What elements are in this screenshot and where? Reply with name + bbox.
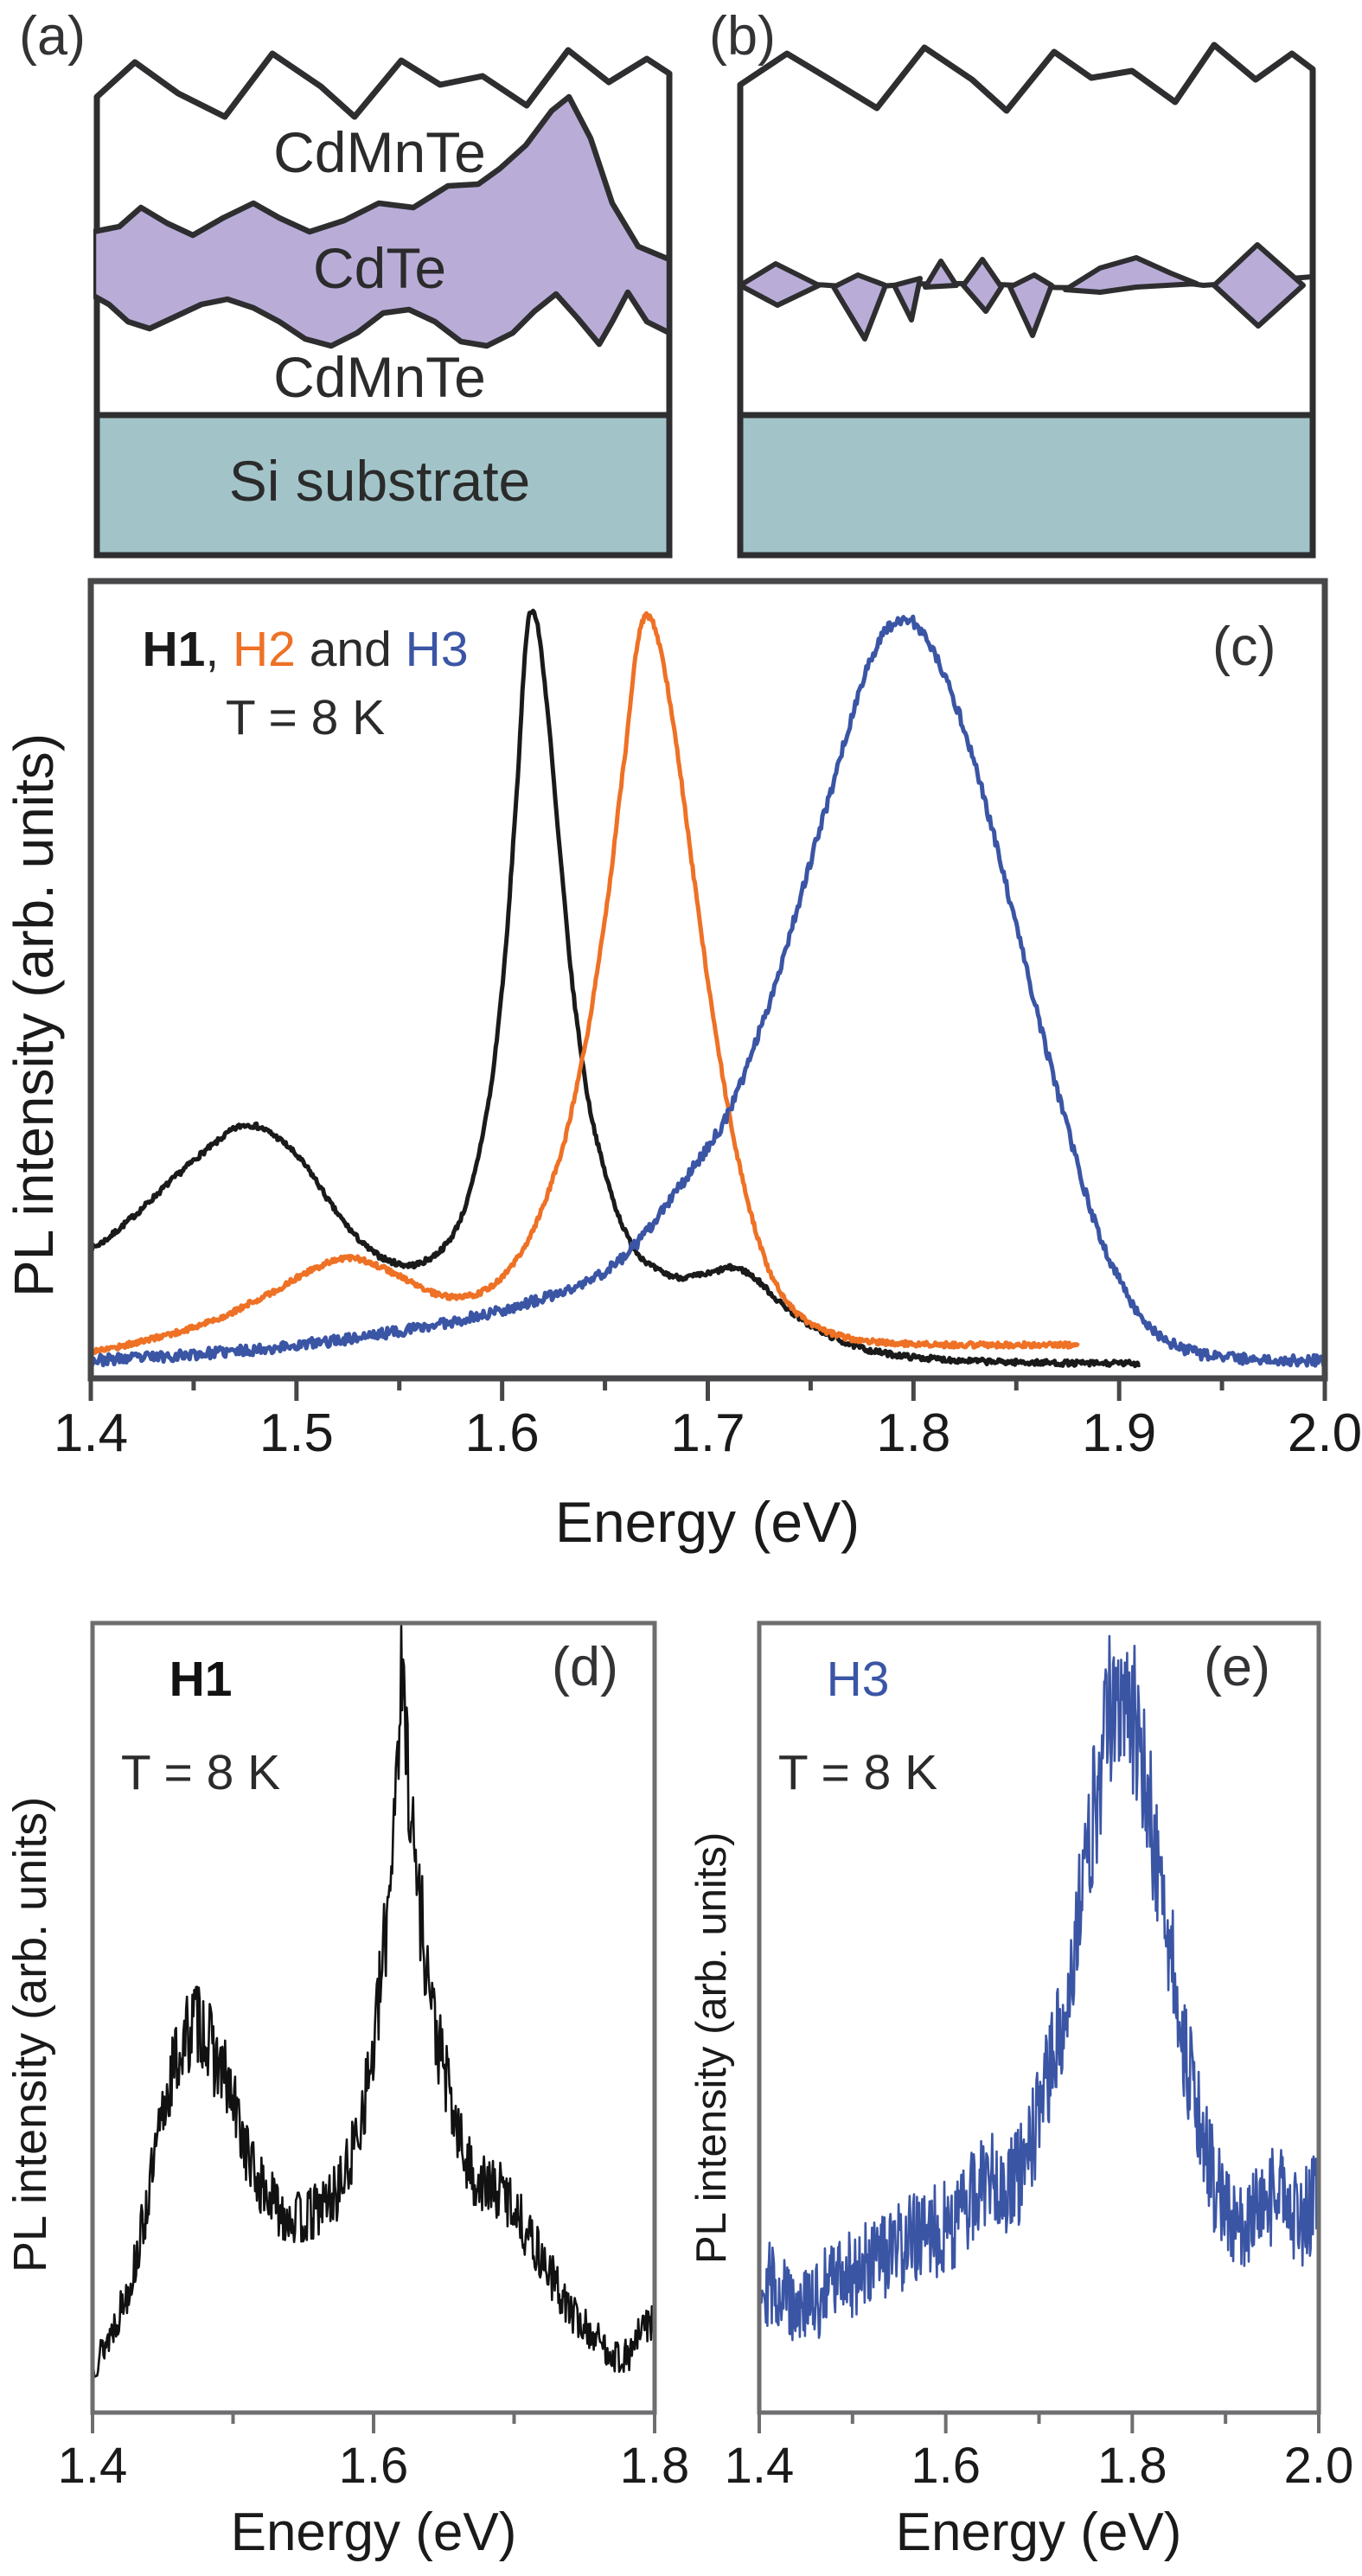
panel-e-label: (e) — [1204, 1637, 1270, 1697]
chart-c-tick-1.9: 1.9 — [1082, 1403, 1157, 1463]
chart-d-tick-1.4: 1.4 — [57, 2438, 128, 2494]
chart-c-tick-2.0: 2.0 — [1287, 1403, 1362, 1463]
chart-e-tick-1.4: 1.4 — [724, 2438, 795, 2494]
chart-c-x-ticks — [88, 1378, 1327, 1401]
schematic-b-box — [737, 42, 1316, 419]
series-H3 — [761, 1634, 1317, 2342]
chart-c-ylabel: PL intensity (arb. units) — [3, 732, 65, 1297]
chart-c-plot — [87, 578, 1328, 1401]
legend-and: and — [295, 622, 406, 677]
legend-h1: H1 — [142, 622, 206, 677]
chart-e-temperature: T = 8 K — [777, 1745, 938, 1801]
chart-c-tick-1.4: 1.4 — [53, 1403, 129, 1463]
chart-e-x-ticks — [758, 2413, 1320, 2433]
series-H3 — [93, 614, 1323, 1368]
schematic-b-substrate — [737, 412, 1316, 559]
panel-c-label: (c) — [1212, 617, 1276, 677]
chart-e-inner-label: H3 T = 8 K — [754, 1633, 962, 1820]
layer-label-cdmnte-bottom: CdMnTe — [273, 345, 486, 409]
panel-a-label: (a) — [19, 6, 86, 67]
panel-b-label: (b) — [709, 6, 776, 67]
chart-d-series-label: H1 — [169, 1652, 233, 1707]
series-H1 — [94, 1625, 653, 2378]
legend-h3: H3 — [405, 622, 469, 677]
chart-c-xlabel: Energy (eV) — [554, 1490, 860, 1554]
chart-d-ylabel: PL intensity (arb. units) — [4, 1796, 56, 2272]
chart-d-xlabel: Energy (eV) — [230, 2502, 517, 2562]
layer-label-substrate: Si substrate — [228, 449, 531, 513]
chart-e-ylabel: PL intensity (arb. units) — [688, 1831, 735, 2264]
legend-h2: H2 — [233, 622, 296, 677]
chart-c-tick-1.5: 1.5 — [259, 1403, 334, 1463]
chart-e-plot — [757, 1620, 1321, 2433]
chart-c-tick-1.6: 1.6 — [464, 1403, 540, 1463]
chart-d-inner-label: H1 T = 8 K — [97, 1633, 304, 1820]
chart-c-tick-1.8: 1.8 — [876, 1403, 951, 1463]
chart-e-series-label: H3 — [826, 1652, 890, 1707]
chart-e-tick-1.6: 1.6 — [911, 2438, 981, 2494]
schematic-a — [93, 47, 673, 559]
chart-d-temperature: T = 8 K — [120, 1745, 281, 1801]
chart-e-tick-2.0: 2.0 — [1283, 2438, 1354, 2494]
legend-comma: , — [205, 622, 233, 677]
schematic-a-cdte-layer — [93, 93, 673, 349]
chart-c-tick-1.7: 1.7 — [670, 1403, 745, 1463]
schematic-b-cdte-islands — [738, 242, 1306, 342]
chart-d-x-ticks — [91, 2413, 656, 2433]
chart-d-tick-1.8: 1.8 — [619, 2438, 690, 2494]
layer-label-cdte: CdTe — [312, 236, 447, 300]
schematic-b — [737, 42, 1316, 559]
chart-d-plot — [90, 1620, 657, 2433]
series-H1 — [93, 608, 1141, 1369]
layer-label-cdmnte-top: CdMnTe — [273, 120, 486, 184]
legend-temperature: T = 8 K — [225, 689, 386, 745]
chart-e-tick-1.8: 1.8 — [1097, 2438, 1167, 2494]
chart-e-xlabel: Energy (eV) — [895, 2502, 1182, 2562]
schematic-a-substrate — [93, 412, 673, 559]
panel-d-label: (d) — [552, 1637, 618, 1697]
chart-c-legend: H1, H2 and H3 T = 8 K — [119, 616, 491, 751]
series-H2 — [93, 610, 1080, 1355]
chart-d-tick-1.6: 1.6 — [338, 2438, 409, 2494]
